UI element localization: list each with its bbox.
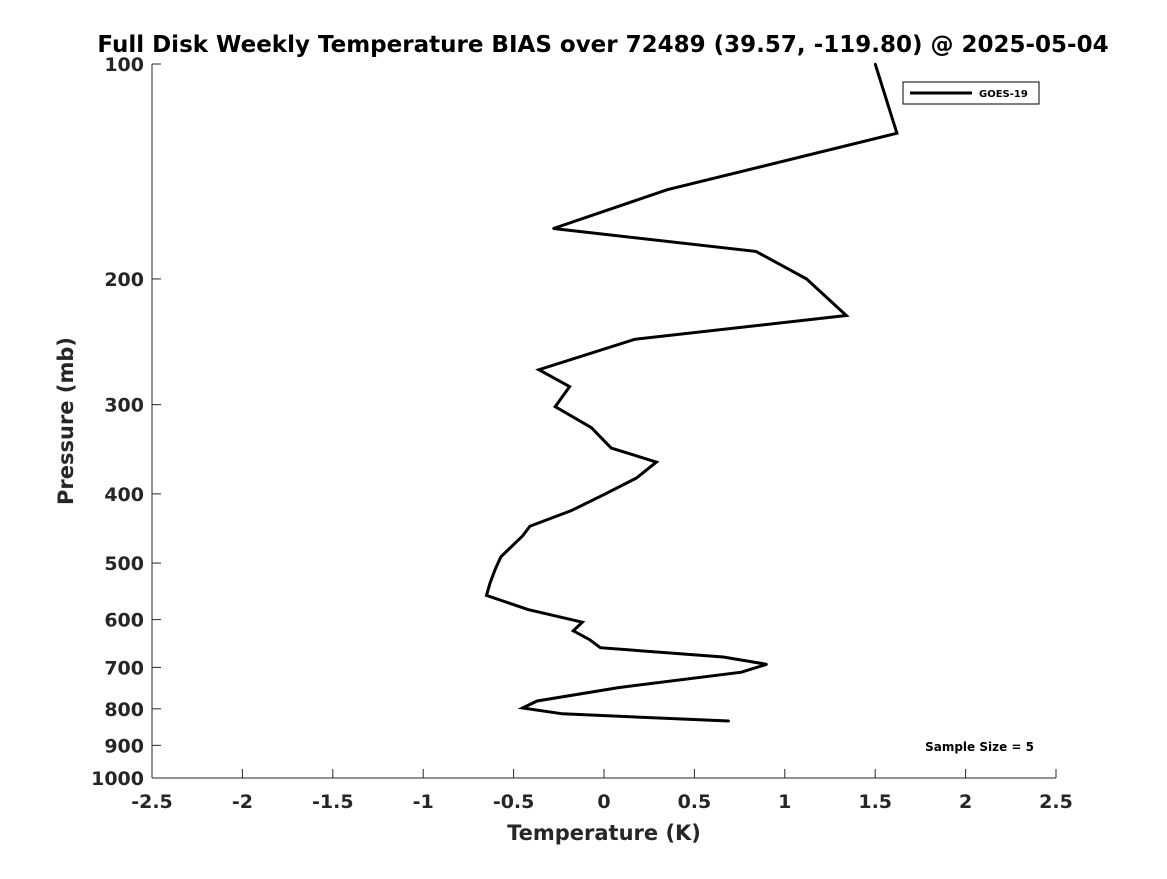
data-point — [895, 132, 899, 135]
data-point — [537, 368, 541, 371]
data-point — [617, 686, 620, 689]
data-point — [845, 314, 848, 317]
y-tick-label: 500 — [104, 553, 144, 575]
data-point — [499, 555, 503, 558]
x-tick-label: 0.5 — [678, 791, 712, 813]
y-tick-label: 400 — [104, 484, 144, 506]
data-point — [535, 699, 539, 703]
data-point — [521, 706, 524, 710]
legend: GOES-19 — [902, 81, 1040, 105]
data-point — [610, 446, 613, 450]
y-tick-label: 600 — [104, 610, 144, 632]
data-point — [526, 608, 530, 611]
data-point — [494, 567, 497, 570]
data-point — [572, 629, 575, 632]
series-line-goes-19 — [484, 63, 899, 723]
y-tick-label: 100 — [104, 54, 144, 76]
data-point — [727, 719, 730, 723]
y-tick-label: 300 — [104, 395, 144, 417]
data-point — [561, 712, 564, 715]
data-point — [521, 534, 524, 538]
x-tick-label: -1 — [413, 791, 434, 813]
data-point — [874, 62, 877, 66]
data-point — [765, 663, 768, 666]
y-tick-label: 900 — [104, 735, 144, 757]
data-point — [588, 638, 591, 641]
x-tick-label: -0.5 — [493, 791, 535, 813]
data-point — [488, 581, 492, 585]
legend-label-goes-19: GOES-19 — [979, 89, 1028, 100]
x-tick-label: 0 — [597, 791, 610, 813]
data-point — [590, 426, 593, 429]
x-tick-label: -2.5 — [131, 791, 173, 813]
data-point — [554, 405, 557, 408]
data-point — [740, 671, 743, 674]
data-point — [552, 227, 555, 230]
data-point — [568, 385, 571, 388]
y-tick-label: 1000 — [91, 768, 144, 790]
x-tick-label: -2 — [232, 791, 253, 813]
y-tick-label: 800 — [104, 699, 144, 721]
chart-title: Full Disk Weekly Temperature BIAS over 7… — [97, 32, 1108, 58]
data-point — [581, 621, 584, 624]
data-point — [485, 594, 488, 597]
sample-size-annotation: Sample Size = 5 — [925, 740, 1034, 754]
x-tick-label: 2.5 — [1039, 791, 1073, 813]
data-point — [602, 493, 606, 496]
data-point — [655, 460, 658, 464]
data-point — [754, 250, 758, 253]
plot-area: -2.5 -2 -1.5 -1 -0.5 0 0.5 1 1.5 2 2.5 100 200 300 400… — [91, 54, 1073, 813]
y-axis-label: Pressure (mb) — [54, 337, 78, 505]
x-tick-label: 1 — [778, 791, 791, 813]
data-point — [570, 509, 573, 512]
x-tick-label: 2 — [959, 791, 972, 813]
x-tick-label: -1.5 — [312, 791, 354, 813]
x-axis-label: Temperature (K) — [507, 821, 701, 845]
data-point — [528, 525, 532, 528]
data-point — [635, 476, 638, 480]
x-tick-label: 1.5 — [858, 791, 892, 813]
data-point — [666, 188, 669, 191]
y-tick-label: 700 — [104, 657, 144, 679]
data-point — [722, 655, 725, 659]
y-tick-label: 200 — [104, 269, 144, 291]
data-point — [599, 646, 602, 649]
data-point — [633, 338, 636, 341]
data-point — [805, 277, 808, 281]
